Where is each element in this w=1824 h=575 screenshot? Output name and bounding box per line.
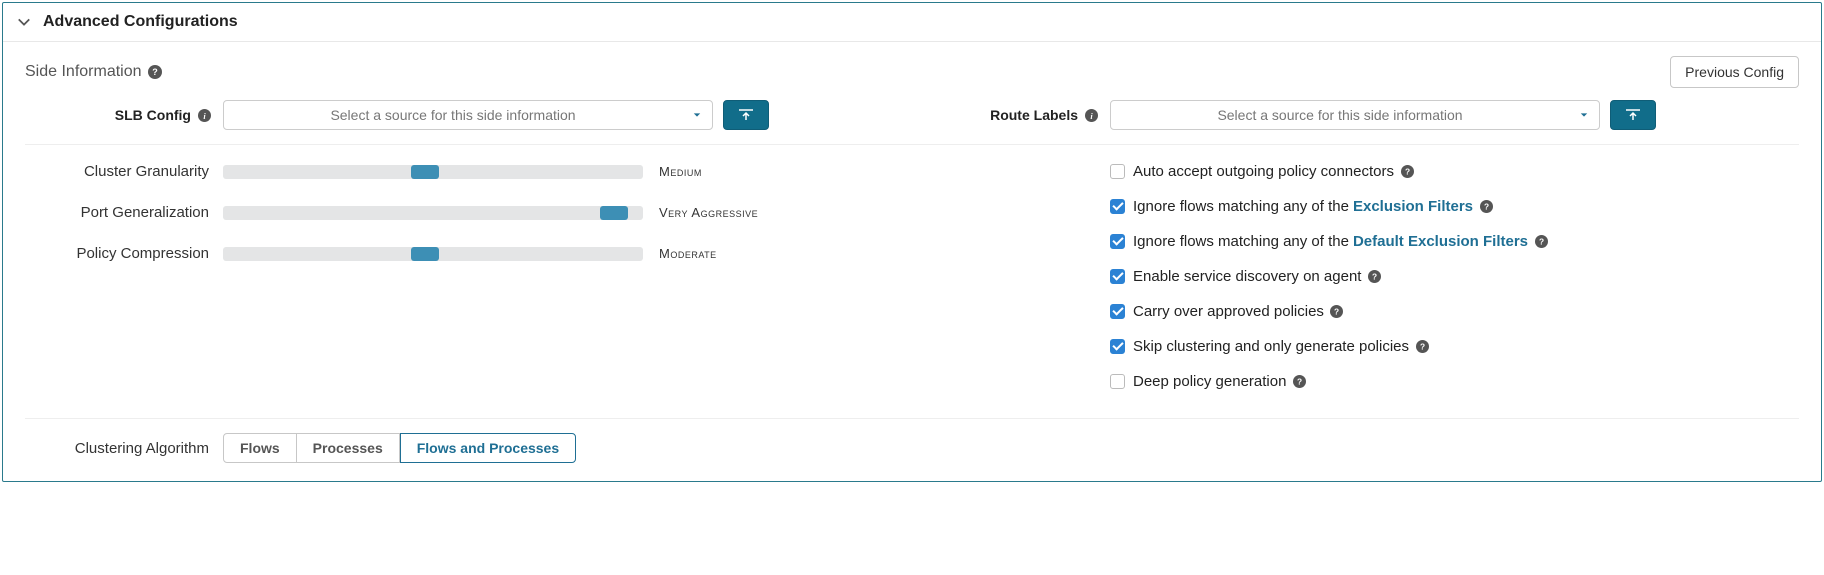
carry-over-label: Carry over approved policies ? — [1133, 303, 1344, 320]
info-icon[interactable]: i — [1084, 108, 1098, 122]
deep-policy-checkbox[interactable] — [1110, 374, 1125, 389]
panel-header[interactable]: Advanced Configurations — [3, 3, 1821, 42]
slb-upload-button[interactable] — [723, 100, 769, 130]
svg-text:?: ? — [1404, 166, 1409, 176]
cluster-granularity-row: Cluster Granularity Medium — [25, 163, 912, 180]
carry-over-checkbox[interactable] — [1110, 304, 1125, 319]
panel-title: Advanced Configurations — [43, 13, 238, 31]
slb-config-group: SLB Config i Select a source for this si… — [25, 100, 912, 130]
policy-compression-slider[interactable] — [223, 247, 643, 261]
slb-config-label-text: SLB Config — [115, 107, 191, 123]
side-info-header: Side Information ? Previous Config — [3, 42, 1821, 96]
route-labels-group: Route Labels i Select a source for this … — [912, 100, 1799, 130]
info-icon[interactable]: i — [197, 108, 211, 122]
cluster-granularity-slider[interactable] — [223, 165, 643, 179]
skip-clustering-label-text: Skip clustering and only generate polici… — [1133, 338, 1409, 355]
slb-config-placeholder: Select a source for this side informatio… — [224, 107, 682, 123]
clustering-algorithm-segmented: Flows Processes Flows and Processes — [223, 433, 576, 463]
sliders-column: Cluster Granularity Medium Port Generali… — [25, 163, 912, 408]
previous-config-button[interactable]: Previous Config — [1670, 56, 1799, 88]
help-icon[interactable]: ? — [1534, 235, 1548, 249]
policy-compression-label: Policy Compression — [25, 245, 223, 262]
deep-policy-label: Deep policy generation ? — [1133, 373, 1306, 390]
seg-flows-button[interactable]: Flows — [223, 433, 297, 463]
auto-accept-label-text: Auto accept outgoing policy connectors — [1133, 163, 1394, 180]
cluster-granularity-label: Cluster Granularity — [25, 163, 223, 180]
route-labels-select[interactable]: Select a source for this side informatio… — [1110, 100, 1600, 130]
source-selectors-row: SLB Config i Select a source for this si… — [3, 96, 1821, 144]
svg-text:?: ? — [1297, 376, 1302, 386]
advanced-config-panel: Advanced Configurations Side Information… — [2, 2, 1822, 482]
seg-processes-button[interactable]: Processes — [297, 433, 400, 463]
svg-text:?: ? — [152, 67, 158, 77]
help-icon[interactable]: ? — [1367, 270, 1381, 284]
enable-service-row: Enable service discovery on agent ? — [912, 268, 1799, 285]
upload-icon — [1624, 108, 1642, 122]
ignore-exclusion-label: Ignore flows matching any of the Exclusi… — [1133, 198, 1493, 215]
clustering-algorithm-label: Clustering Algorithm — [25, 440, 223, 457]
svg-text:?: ? — [1372, 271, 1377, 281]
policy-compression-row: Policy Compression Moderate — [25, 245, 912, 262]
route-labels-label: Route Labels i — [912, 107, 1110, 123]
port-generalization-value: Very Aggressive — [659, 205, 758, 220]
caret-down-icon — [1569, 111, 1599, 119]
auto-accept-checkbox[interactable] — [1110, 164, 1125, 179]
exclusion-filters-link[interactable]: Exclusion Filters — [1353, 198, 1473, 215]
slb-config-select[interactable]: Select a source for this side informatio… — [223, 100, 713, 130]
default-exclusion-filters-link[interactable]: Default Exclusion Filters — [1353, 233, 1528, 250]
route-labels-placeholder: Select a source for this side informatio… — [1111, 107, 1569, 123]
help-icon[interactable]: ? — [1479, 200, 1493, 214]
help-icon[interactable]: ? — [1292, 375, 1306, 389]
deep-policy-row: Deep policy generation ? — [912, 373, 1799, 390]
auto-accept-row: Auto accept outgoing policy connectors ? — [912, 163, 1799, 180]
help-icon[interactable]: ? — [1415, 340, 1429, 354]
carry-over-row: Carry over approved policies ? — [912, 303, 1799, 320]
checkbox-column: Auto accept outgoing policy connectors ?… — [912, 163, 1799, 408]
side-info-title-text: Side Information — [25, 63, 142, 81]
seg-flows-processes-button[interactable]: Flows and Processes — [400, 433, 576, 463]
auto-accept-label: Auto accept outgoing policy connectors ? — [1133, 163, 1414, 180]
svg-text:?: ? — [1334, 306, 1339, 316]
deep-policy-label-text: Deep policy generation — [1133, 373, 1286, 390]
chevron-down-icon — [17, 15, 31, 29]
ignore-default-exclusion-prefix: Ignore flows matching any of the — [1133, 233, 1349, 250]
port-generalization-slider[interactable] — [223, 206, 643, 220]
svg-text:?: ? — [1419, 341, 1424, 351]
route-labels-label-text: Route Labels — [990, 107, 1078, 123]
cluster-granularity-value: Medium — [659, 164, 702, 179]
enable-service-label: Enable service discovery on agent ? — [1133, 268, 1381, 285]
help-icon[interactable]: ? — [1400, 165, 1414, 179]
policy-compression-value: Moderate — [659, 246, 717, 261]
ignore-exclusion-prefix: Ignore flows matching any of the — [1133, 198, 1349, 215]
enable-service-label-text: Enable service discovery on agent — [1133, 268, 1361, 285]
slb-config-label: SLB Config i — [25, 107, 223, 123]
route-upload-button[interactable] — [1610, 100, 1656, 130]
side-info-title: Side Information ? — [25, 63, 1670, 81]
port-generalization-label: Port Generalization — [25, 204, 223, 221]
slider-thumb[interactable] — [600, 206, 628, 220]
skip-clustering-row: Skip clustering and only generate polici… — [912, 338, 1799, 355]
ignore-default-exclusion-row: Ignore flows matching any of the Default… — [912, 233, 1799, 250]
slider-thumb[interactable] — [411, 165, 439, 179]
svg-text:?: ? — [1483, 201, 1488, 211]
ignore-exclusion-checkbox[interactable] — [1110, 199, 1125, 214]
upload-icon — [737, 108, 755, 122]
help-icon[interactable]: ? — [148, 65, 162, 79]
ignore-exclusion-row: Ignore flows matching any of the Exclusi… — [912, 198, 1799, 215]
svg-text:?: ? — [1538, 236, 1543, 246]
ignore-default-exclusion-checkbox[interactable] — [1110, 234, 1125, 249]
slider-thumb[interactable] — [411, 247, 439, 261]
ignore-default-exclusion-label: Ignore flows matching any of the Default… — [1133, 233, 1548, 250]
help-icon[interactable]: ? — [1330, 305, 1344, 319]
port-generalization-row: Port Generalization Very Aggressive — [25, 204, 912, 221]
caret-down-icon — [682, 111, 712, 119]
config-body: Cluster Granularity Medium Port Generali… — [3, 145, 1821, 418]
skip-clustering-label: Skip clustering and only generate polici… — [1133, 338, 1429, 355]
skip-clustering-checkbox[interactable] — [1110, 339, 1125, 354]
carry-over-label-text: Carry over approved policies — [1133, 303, 1324, 320]
clustering-algorithm-row: Clustering Algorithm Flows Processes Flo… — [3, 419, 1821, 481]
enable-service-checkbox[interactable] — [1110, 269, 1125, 284]
